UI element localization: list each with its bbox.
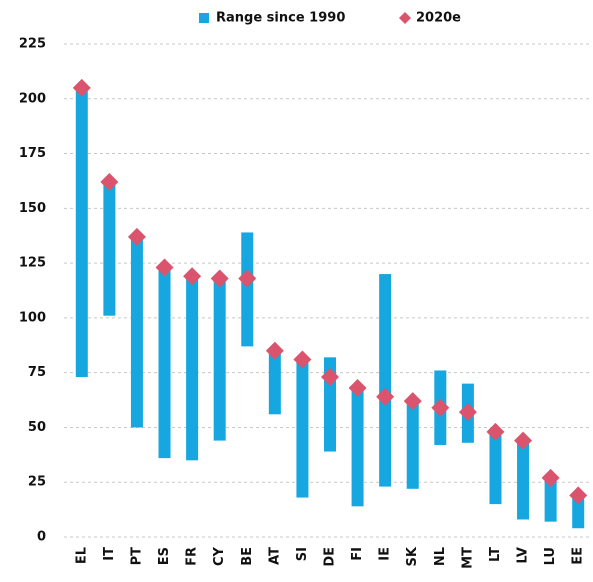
range-bar	[103, 179, 116, 316]
x-tick-label: DE	[323, 547, 338, 567]
range-bar	[406, 401, 419, 489]
y-tick-label: 25	[28, 475, 46, 490]
range-bar	[296, 359, 309, 498]
range-bar	[186, 276, 199, 461]
range-bar	[379, 274, 392, 487]
y-tick-label: 175	[19, 146, 46, 161]
y-tick-label: 0	[37, 530, 46, 545]
marker	[127, 227, 146, 246]
marker	[431, 398, 450, 417]
x-tick-label: ES	[157, 547, 172, 565]
x-tick-label: LU	[543, 547, 558, 565]
legend-label: Range since 1990	[216, 11, 345, 26]
marker	[100, 173, 119, 192]
x-tick-label: FI	[350, 547, 365, 561]
y-tick-label: 125	[19, 256, 46, 271]
marker	[514, 431, 533, 450]
y-tick-label: 75	[28, 365, 46, 380]
range-bar	[130, 236, 143, 428]
range-bar	[75, 87, 88, 378]
x-tick-label: BE	[240, 547, 255, 566]
x-tick-label: SK	[405, 546, 420, 566]
marker	[210, 269, 229, 288]
x-tick-label: SI	[295, 547, 310, 561]
y-tick-label: 150	[19, 201, 46, 216]
range-bar	[158, 267, 171, 459]
marker	[183, 267, 202, 286]
x-tick-label: LV	[516, 547, 531, 564]
y-tick-label: 50	[28, 420, 46, 435]
range-bar	[268, 350, 281, 415]
x-tick-label: AT	[267, 547, 282, 565]
legend-swatch	[399, 12, 411, 24]
range-bar	[213, 276, 226, 441]
marker	[265, 341, 284, 360]
range-bar	[517, 440, 530, 520]
marker	[293, 350, 312, 369]
x-tick-label: PT	[129, 547, 144, 566]
marker	[155, 258, 174, 277]
marker	[541, 468, 560, 487]
y-tick-label: 100	[19, 310, 46, 325]
x-tick-label: IE	[378, 547, 393, 561]
marker	[569, 486, 588, 505]
marker	[486, 422, 505, 441]
marker	[458, 403, 477, 422]
x-tick-label: MT	[460, 547, 475, 569]
range-bar	[572, 495, 585, 529]
range-bar	[544, 477, 557, 522]
range-bar	[489, 431, 502, 505]
range-bar	[241, 232, 254, 347]
x-tick-label: CY	[212, 546, 227, 566]
y-tick-label: 225	[19, 37, 46, 52]
x-tick-label: EE	[571, 547, 586, 565]
legend-label: 2020e	[416, 11, 461, 26]
y-tick-label: 200	[19, 91, 46, 106]
range-bar	[351, 388, 364, 507]
x-tick-label: EL	[74, 547, 89, 564]
marker	[376, 387, 395, 406]
marker	[321, 368, 339, 387]
x-tick-label: FR	[185, 547, 200, 566]
marker	[238, 269, 257, 288]
x-tick-label: LT	[488, 547, 503, 562]
x-tick-label: IT	[102, 547, 117, 561]
legend-swatch	[199, 13, 209, 23]
marker	[403, 392, 422, 411]
x-tick-label: NL	[433, 547, 448, 566]
marker	[348, 379, 367, 398]
marker	[72, 78, 91, 97]
